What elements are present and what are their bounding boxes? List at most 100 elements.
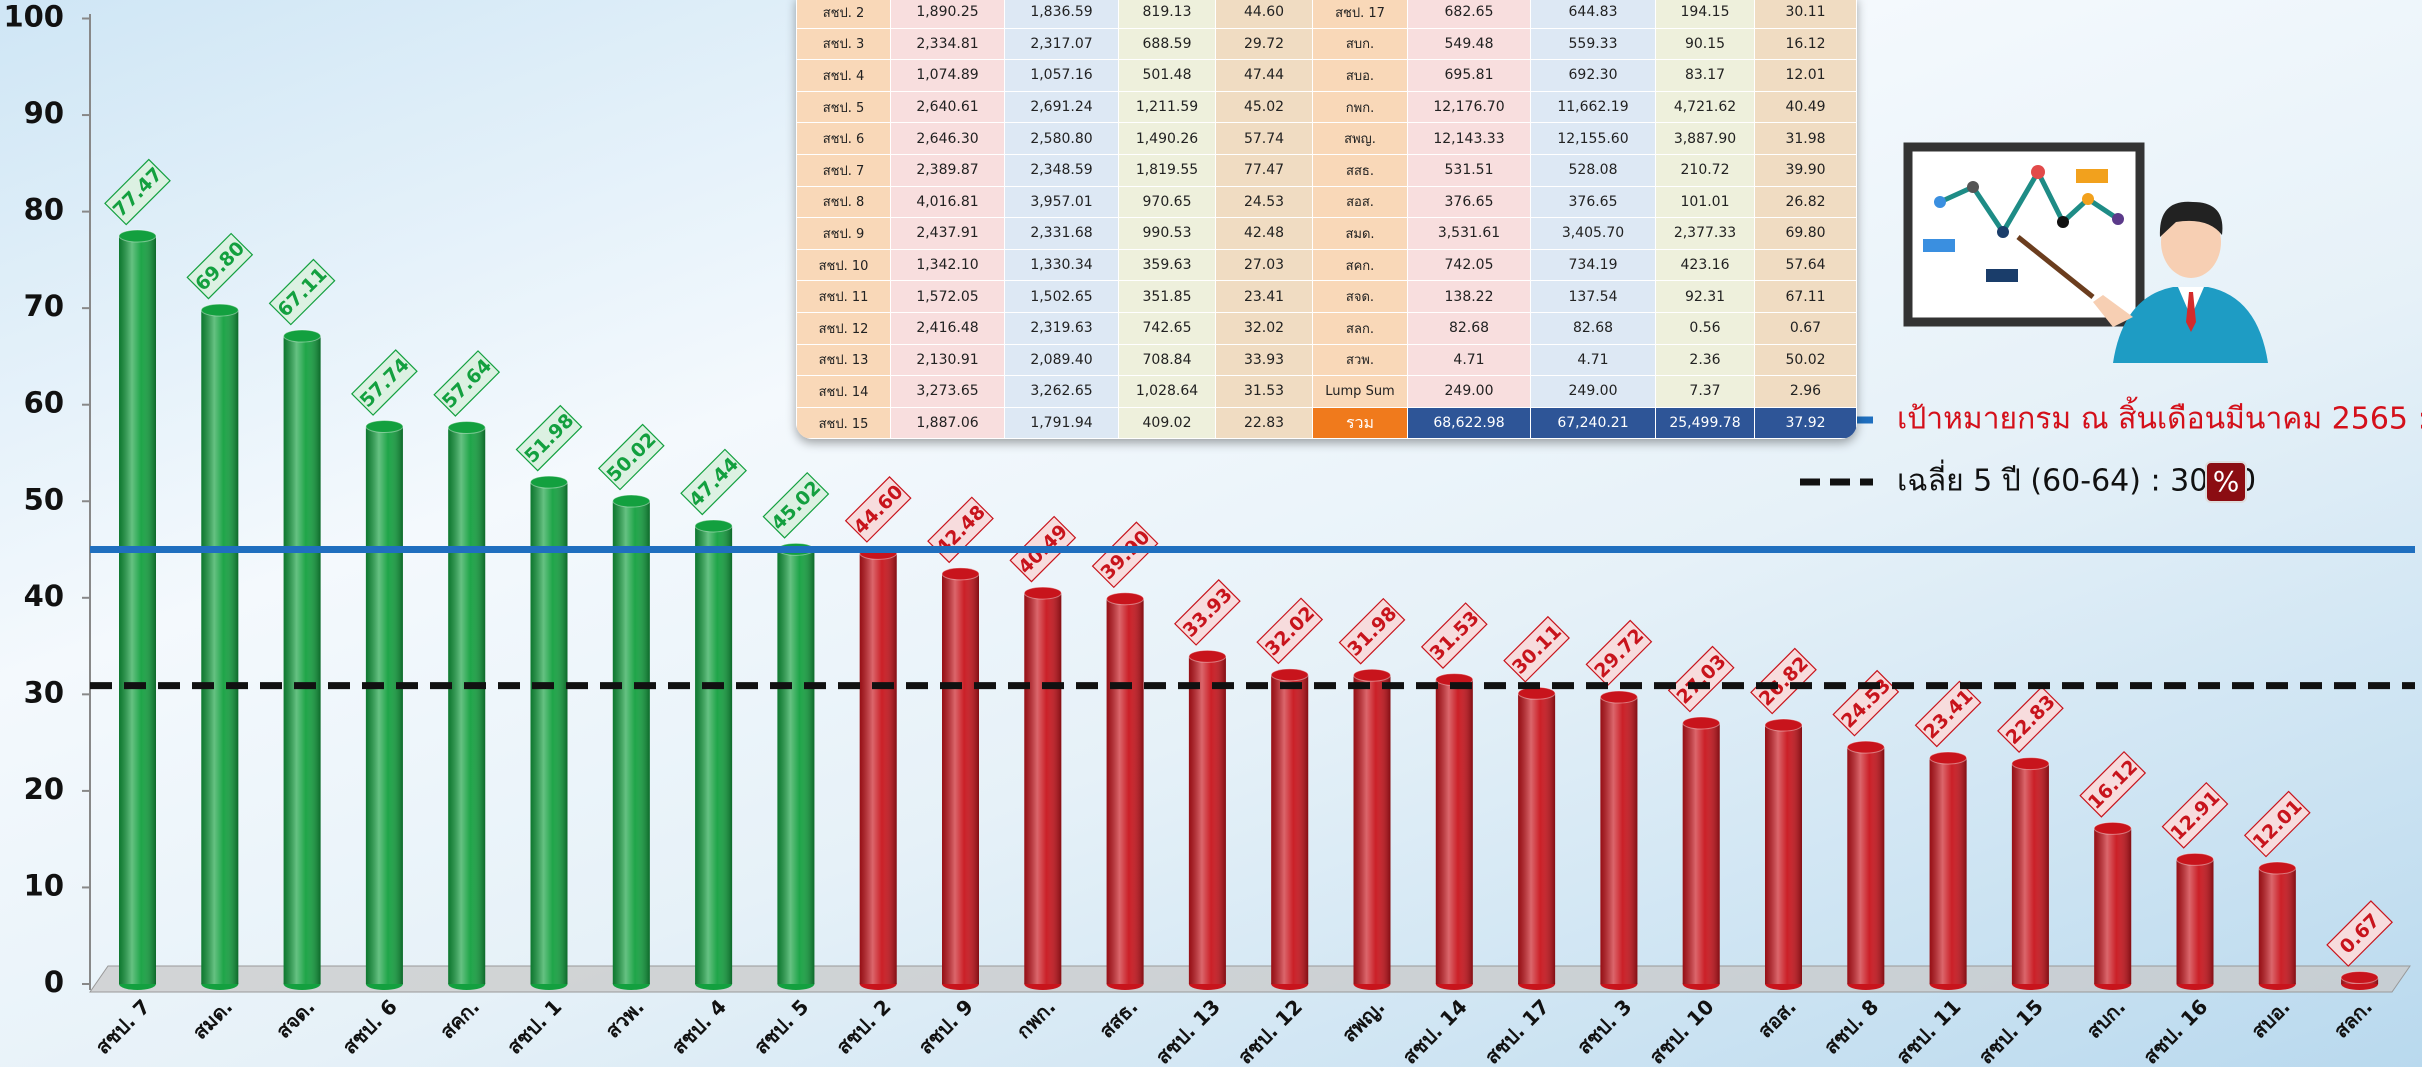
value-label-box [1256,597,1324,665]
y-tick-label: 40 [24,579,64,613]
table-cell: 16.12 [1754,27,1857,61]
table-cell: 4,016.81 [890,185,1005,219]
value-label: 23.41 [1914,680,1982,748]
table-cell: 2,691.24 [1004,90,1119,124]
value-label-box [762,471,830,539]
value-label: 12.91 [2161,781,2229,849]
bar-cap [2340,971,2379,985]
table-cell: 2,437.91 [890,217,1005,250]
table-cell: 2.96 [1754,375,1857,408]
x-tick-label: สจด. [271,994,319,1042]
table-cell: 249.00 [1407,375,1531,408]
table-cell: 1,836.59 [1004,0,1119,29]
table-cell: 22.83 [1215,406,1313,440]
value-label: 33.93 [1174,579,1241,646]
value-label-bg [1092,522,1158,588]
value-label-bg [2244,791,2310,857]
table-cell: 990.53 [1118,217,1216,250]
row-label: สชป. 15 [796,406,891,440]
table-cell: 37.92 [1754,406,1857,440]
bar-cap [283,329,322,343]
value-label: 57.64 [433,350,501,417]
x-tick-label: สชป. 1 [502,994,566,1058]
table-cell: 77.47 [1215,153,1313,187]
value-label-bg [763,472,829,538]
table-cell: 2,319.63 [1004,311,1119,345]
chart-floor [89,965,2411,993]
value-label-box [268,258,336,326]
table-cell: 3,957.01 [1004,185,1119,219]
presenter-illustration [1903,142,2268,363]
table-cell: 90.15 [1655,27,1755,61]
value-label-box [1503,615,1570,683]
table-cell: 2,646.30 [890,122,1005,155]
table-cell: 2,317.07 [1004,27,1119,61]
table-cell: 101.01 [1655,185,1755,219]
table-row: สชป. 15 1,887.06 1,791.94 409.02 22.83 รวม 68,… [796,406,1857,440]
bar-cap [365,420,404,434]
y-tick-label: 0 [44,965,64,999]
bar-shine [2258,868,2296,984]
row-label: สชป. 2 [796,0,891,29]
table-cell: 31.98 [1754,122,1857,155]
bar-cap [1188,649,1227,663]
table-cell: 2,089.40 [1004,343,1119,377]
row-label: สคก. [1312,248,1408,282]
bar-shine [448,427,486,984]
y-tick-label: 50 [24,482,64,516]
value-label-bg [2327,901,2393,967]
table-cell: 1,211.59 [1118,90,1216,124]
y-tick-label: 90 [24,96,64,130]
table-cell: 2,640.61 [890,90,1005,124]
x-tick-label: สชป. 10 [1644,994,1718,1067]
value-label-box [1667,645,1735,713]
value-label: 77.47 [104,158,171,226]
value-label-bg [1586,620,1652,686]
table-cell: 25,499.78 [1655,406,1755,440]
table-cell: 44.60 [1215,0,1313,29]
value-label-bg [598,424,664,490]
table-cell: 40.49 [1754,90,1857,124]
bar-cap [1106,592,1145,606]
x-tick-label: สชป. 6 [338,994,402,1058]
value-label-box [1420,602,1488,669]
value-label-box [104,158,171,226]
bar-shine [2176,859,2214,984]
value-label-box [1174,579,1241,646]
value-label-bg [434,350,500,417]
table-cell: 2,334.81 [890,27,1005,61]
bar-shine [1682,723,1720,984]
table-cell: 12,176.70 [1407,90,1531,124]
value-label: 47.44 [680,448,747,516]
bar-shine [119,236,156,984]
row-label: สบอ. [1312,59,1408,92]
value-label-bg [681,449,747,515]
y-tick-label: 20 [24,772,64,806]
table-cell: 1,572.05 [890,280,1005,313]
value-label-box [1338,597,1406,665]
table-row: สชป. 10 1,342.10 1,330.34 359.63 27.03 สคก. 74… [796,248,1857,282]
table-row: สชป. 9 2,437.91 2,331.68 990.53 42.48 สมด. 3,5… [796,217,1857,250]
x-tick-label: สชป. 12 [1233,994,1307,1067]
value-label: 31.53 [1420,602,1488,669]
table-cell: 2,377.33 [1655,217,1755,250]
value-label-bg [1915,681,1981,747]
bar-shine [1353,675,1391,984]
table-cell: 249.00 [1530,375,1656,408]
value-label: 44.60 [844,476,912,543]
value-label: 22.83 [1997,686,2064,753]
table-cell: 12,143.33 [1407,122,1531,155]
table-cell: 33.93 [1215,343,1313,377]
row-label: สชป. 10 [796,248,891,282]
value-label-box [1750,647,1817,715]
row-label: สชป. 14 [796,375,891,408]
value-label-bg [351,349,417,416]
x-tick-label: สวพ. [600,994,648,1042]
table-cell: 1,057.16 [1004,59,1119,92]
row-label: สจด. [1312,280,1408,313]
table-cell: 68,622.98 [1407,406,1531,440]
table-cell: 423.16 [1655,248,1755,282]
value-label-bg [845,476,911,542]
row-label: สลก. [1312,311,1408,345]
